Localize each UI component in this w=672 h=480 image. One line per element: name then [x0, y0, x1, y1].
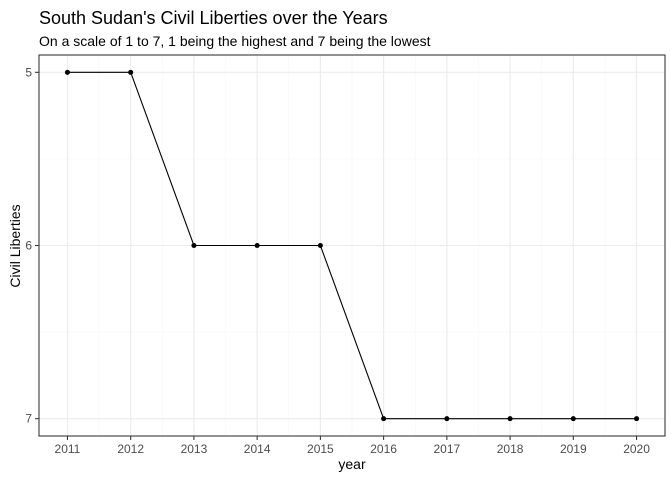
- data-point: [254, 243, 260, 248]
- plot-area: 2011 2012 2013 2014 2015 2016 2017 2018 2019 2020…: [25, 54, 666, 456]
- chart-subtitle: On a scale of 1 to 7, 1 being the highes…: [39, 33, 431, 49]
- x-tick-label: 2019: [560, 442, 587, 456]
- x-tick-label: 2018: [497, 442, 524, 456]
- data-point: [381, 416, 387, 422]
- data-point: [570, 416, 576, 422]
- data-point: [128, 69, 134, 75]
- x-tick-label: 2013: [181, 442, 208, 456]
- y-axis-title: Civil Liberties: [7, 204, 23, 287]
- series-line: [67, 71, 637, 420]
- data-point: [444, 416, 450, 422]
- x-axis-title: year: [338, 456, 366, 472]
- data-point: [507, 416, 513, 422]
- data-point: [64, 69, 70, 75]
- x-tick-label: 2015: [307, 442, 334, 456]
- y-tick-label: 7: [25, 412, 32, 426]
- y-tick-label: 6: [25, 239, 32, 253]
- data-point: [191, 243, 197, 248]
- x-tick-label: 2012: [117, 442, 144, 456]
- data-point: [634, 416, 640, 422]
- data-point: [317, 243, 323, 248]
- chart-title: South Sudan's Civil Liberties over the Y…: [39, 8, 388, 28]
- y-tick-label: 5: [25, 65, 32, 79]
- x-tick-label: 2016: [370, 442, 397, 456]
- x-tick-label: 2014: [244, 442, 271, 456]
- x-tick-label: 2020: [623, 442, 650, 456]
- x-tick-label: 2017: [433, 442, 460, 456]
- x-tick-label: 2011: [55, 442, 81, 456]
